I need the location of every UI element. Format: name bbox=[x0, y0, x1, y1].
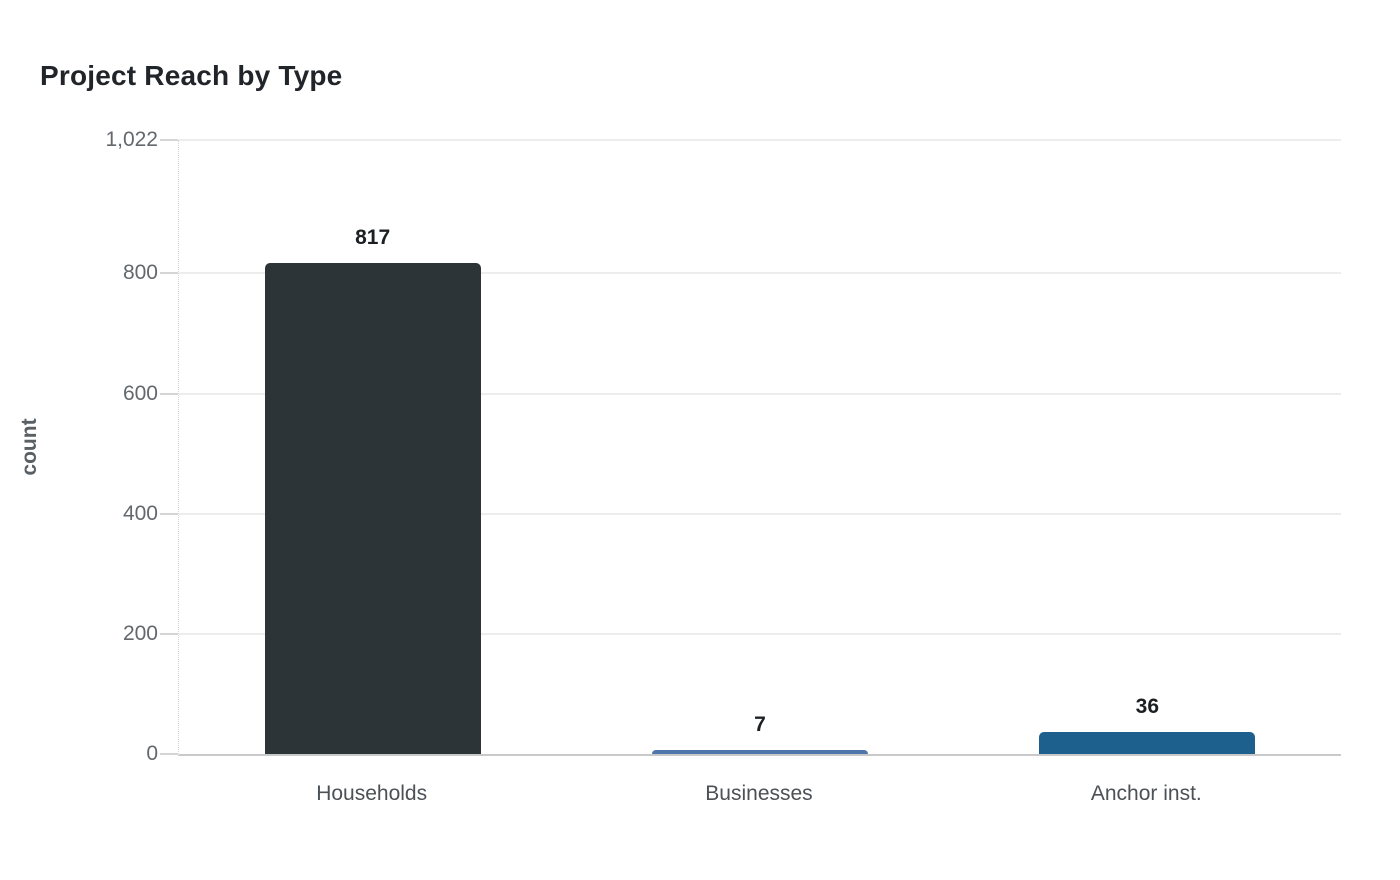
y-tick-label-400: 400 bbox=[122, 501, 158, 525]
plot-area: 817 7 36 bbox=[178, 139, 1341, 756]
gridline-1022 bbox=[179, 139, 1341, 141]
gridline-400 bbox=[179, 512, 1341, 515]
gridline-800 bbox=[179, 272, 1341, 275]
y-tick-mark-0 bbox=[160, 753, 178, 755]
x-tick-label-businesses: Businesses bbox=[705, 782, 813, 805]
y-axis-title-text: count bbox=[18, 418, 41, 476]
y-tick-mark-400 bbox=[160, 512, 178, 515]
bar-households bbox=[264, 263, 481, 754]
y-tick-label-600: 600 bbox=[122, 381, 158, 405]
value-label-businesses: 7 bbox=[754, 712, 766, 736]
y-tick-mark-600 bbox=[160, 392, 178, 395]
bars: 817 7 36 bbox=[179, 140, 1341, 754]
value-label-households: 817 bbox=[355, 226, 391, 250]
gridline-200 bbox=[179, 632, 1341, 635]
chart-title: Project Reach by Type bbox=[40, 60, 343, 91]
x-tick-label-anchor-inst: Anchor inst. bbox=[1090, 782, 1202, 805]
x-tick-label-households: Households bbox=[316, 782, 428, 805]
value-label-anchor-inst: 36 bbox=[1135, 695, 1159, 719]
y-tick-label-1022: 1,022 bbox=[105, 128, 158, 151]
bar-businesses bbox=[652, 749, 868, 754]
y-tick-label-0: 0 bbox=[146, 742, 158, 765]
gridlines bbox=[179, 139, 1341, 754]
y-tick-label-200: 200 bbox=[122, 621, 158, 645]
y-tick-mark-200 bbox=[160, 632, 178, 635]
bar-anchor-inst bbox=[1039, 732, 1256, 754]
y-tick-label-800: 800 bbox=[122, 261, 158, 285]
y-tick-mark-1022 bbox=[160, 139, 178, 141]
y-tick-mark-800 bbox=[160, 272, 178, 275]
gridline-600 bbox=[179, 392, 1341, 395]
